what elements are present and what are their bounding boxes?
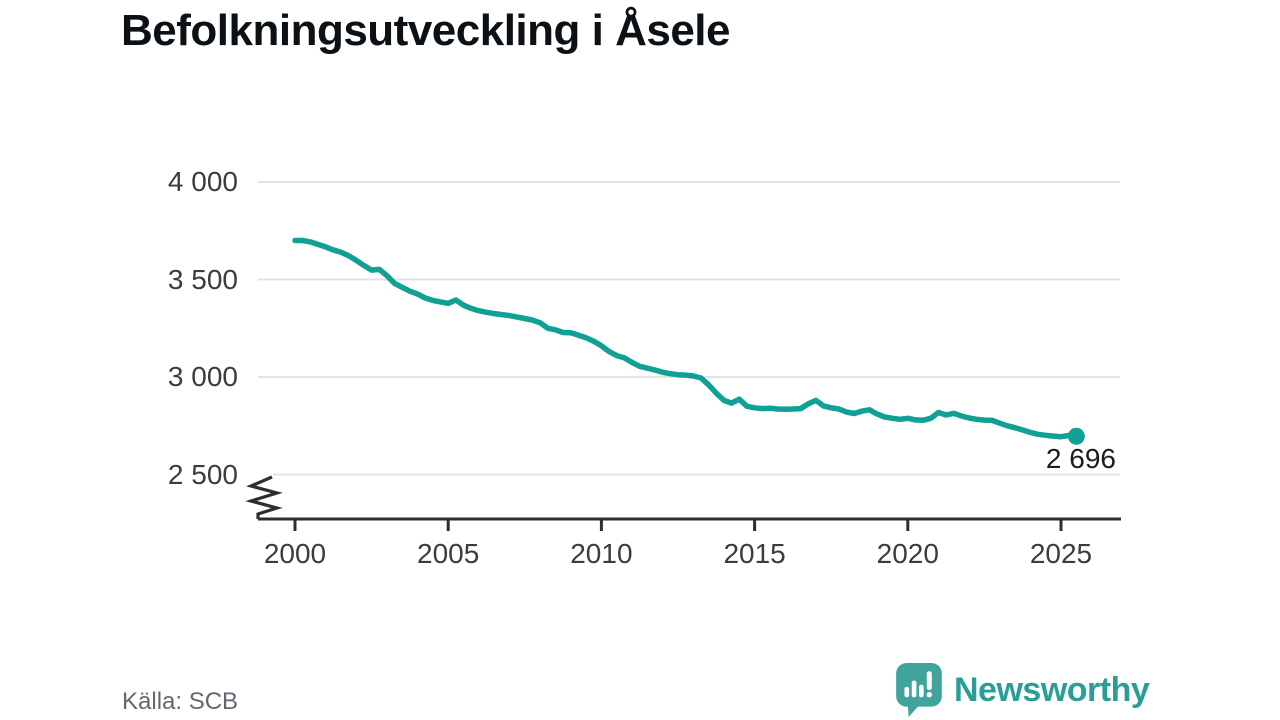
chart-title: Befolkningsutveckling i Åsele bbox=[121, 6, 731, 55]
y-axis-break-icon bbox=[245, 475, 283, 519]
source-label: Källa: SCB bbox=[122, 688, 239, 715]
speech-bubble-tail bbox=[907, 702, 919, 717]
end-value-label: 2 696 bbox=[1045, 443, 1116, 474]
x-tick-label: 2025 bbox=[1029, 538, 1093, 569]
exclamation-glyph bbox=[926, 671, 932, 698]
population-series-line bbox=[292, 237, 1080, 440]
x-tick-label: 2015 bbox=[723, 538, 786, 569]
x-tick-label: 2010 bbox=[570, 538, 633, 569]
y-tick-label: 4 000 bbox=[167, 166, 238, 197]
newsworthy-speech-bubble-icon bbox=[896, 663, 942, 717]
speech-bubble-shape bbox=[896, 663, 942, 707]
newsworthy-logo: Newsworthy bbox=[896, 663, 1150, 717]
x-tick-label: 2005 bbox=[417, 538, 480, 569]
y-tick-label: 2 500 bbox=[167, 458, 238, 490]
x-tick-label: 2020 bbox=[876, 538, 939, 569]
x-tick-label: 2000 bbox=[263, 538, 327, 569]
bar-chart-glyph bbox=[904, 680, 924, 698]
y-tick-label: 3 500 bbox=[167, 263, 238, 295]
end-point-marker bbox=[1067, 427, 1085, 445]
newsworthy-wordmark: Newsworthy bbox=[954, 670, 1150, 709]
y-tick-label: 3 000 bbox=[167, 361, 238, 392]
